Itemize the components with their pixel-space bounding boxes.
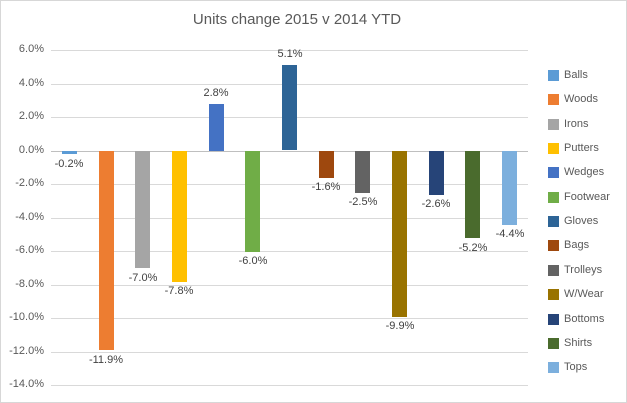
gridline xyxy=(51,318,528,319)
y-axis-tick-label: 2.0% xyxy=(18,110,44,122)
legend-item-putters: Putters xyxy=(541,140,626,156)
legend-swatch xyxy=(548,362,559,373)
bar-putters xyxy=(172,151,187,282)
data-label: -6.0% xyxy=(238,255,268,267)
legend-label: Shirts xyxy=(564,337,593,349)
legend-label: Gloves xyxy=(564,215,599,227)
legend-item-gloves: Gloves xyxy=(541,213,626,229)
legend-swatch xyxy=(548,314,559,325)
data-label: -2.5% xyxy=(348,196,378,208)
legend-label: W/Wear xyxy=(564,288,604,300)
bar-woods xyxy=(99,151,114,350)
legend-label: Woods xyxy=(564,93,599,105)
legend-label: Irons xyxy=(564,118,589,130)
legend-item-woods: Woods xyxy=(541,91,626,107)
y-axis-tick-label: -10.0% xyxy=(9,311,44,323)
legend-item-trolleys: Trolleys xyxy=(541,262,626,278)
gridline xyxy=(51,218,528,219)
bar-wedges xyxy=(209,104,224,151)
legend-label: Balls xyxy=(564,69,588,81)
data-label: -0.2% xyxy=(54,158,84,170)
data-label: -7.0% xyxy=(128,272,158,284)
data-label: -7.8% xyxy=(164,285,194,297)
legend-item-tops: Tops xyxy=(541,359,626,375)
data-label: 2.8% xyxy=(203,87,229,99)
data-label: 5.1% xyxy=(277,48,303,60)
data-label: -2.6% xyxy=(421,198,451,210)
y-axis-tick-label: -12.0% xyxy=(9,345,44,357)
data-label: -5.2% xyxy=(458,242,488,254)
legend-swatch xyxy=(548,338,559,349)
bar-bottoms xyxy=(429,151,444,195)
y-axis-tick-label: -14.0% xyxy=(9,378,44,390)
legend: Balls Woods Irons Putters Wedges Footwear Glov… xyxy=(541,1,626,402)
bar-irons xyxy=(135,151,150,268)
legend-swatch xyxy=(548,143,559,154)
legend-item-irons: Irons xyxy=(541,116,626,132)
legend-swatch xyxy=(548,265,559,276)
legend-item-footwear: Footwear xyxy=(541,189,626,205)
gridline xyxy=(51,50,528,51)
y-axis-tick-label: -6.0% xyxy=(15,244,44,256)
legend-swatch xyxy=(548,216,559,227)
bar-balls xyxy=(62,151,77,154)
y-axis-tick-label: -8.0% xyxy=(15,278,44,290)
legend-label: Putters xyxy=(564,142,599,154)
data-label: -1.6% xyxy=(311,181,341,193)
y-axis-tick-label: -4.0% xyxy=(15,211,44,223)
legend-swatch xyxy=(548,192,559,203)
legend-label: Footwear xyxy=(564,191,610,203)
gridline xyxy=(51,184,528,185)
legend-item-balls: Balls xyxy=(541,67,626,83)
gridline xyxy=(51,285,528,286)
bar-shirts xyxy=(465,151,480,238)
legend-swatch xyxy=(548,119,559,130)
bar-tops xyxy=(502,151,517,225)
y-axis-tick-label: -2.0% xyxy=(15,177,44,189)
legend-swatch xyxy=(548,70,559,81)
legend-item-wwear: W/Wear xyxy=(541,286,626,302)
legend-label: Bottoms xyxy=(564,313,605,325)
legend-swatch xyxy=(548,167,559,178)
bar-bags xyxy=(319,151,334,178)
legend-swatch xyxy=(548,289,559,300)
y-axis-tick-label: 0.0% xyxy=(18,144,44,156)
y-axis-tick-label: 6.0% xyxy=(18,43,44,55)
bar-wwear xyxy=(392,151,407,317)
legend-item-wedges: Wedges xyxy=(541,164,626,180)
legend-label: Bags xyxy=(564,239,590,251)
bar-footwear xyxy=(245,151,260,252)
chart-title: Units change 2015 v 2014 YTD xyxy=(192,11,402,28)
y-axis-tick-label: 4.0% xyxy=(18,77,44,89)
legend-item-bags: Bags xyxy=(541,237,626,253)
legend-label: Tops xyxy=(564,361,588,373)
legend-item-bottoms: Bottoms xyxy=(541,311,626,327)
gridline xyxy=(51,251,528,252)
legend-label: Wedges xyxy=(564,166,605,178)
gridline xyxy=(51,385,528,386)
legend-label: Trolleys xyxy=(564,264,603,276)
data-label: -4.4% xyxy=(495,228,525,240)
legend-swatch xyxy=(548,240,559,251)
zero-axis-line xyxy=(51,151,528,152)
legend-swatch xyxy=(548,94,559,105)
data-label: -9.9% xyxy=(385,320,415,332)
legend-item-shirts: Shirts xyxy=(541,335,626,351)
gridline xyxy=(51,352,528,353)
bar-gloves xyxy=(282,65,297,150)
bar-trolleys xyxy=(355,151,370,193)
data-label: -11.9% xyxy=(88,354,124,366)
